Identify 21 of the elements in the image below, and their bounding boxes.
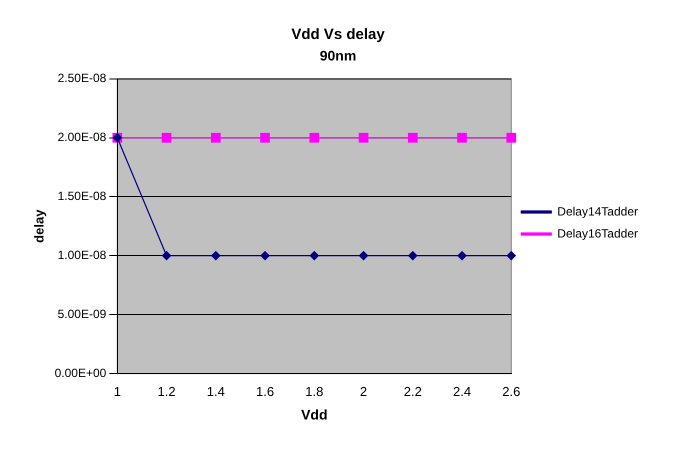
x-tick-label: 1.6	[256, 384, 274, 399]
x-tick-label: 1.2	[158, 384, 176, 399]
chart-subtitle: 90nm	[320, 47, 356, 64]
legend-label: Delay16Tadder	[557, 226, 638, 240]
x-tick-label: 2.6	[502, 384, 520, 399]
y-tick-label: 2.50E-08	[58, 71, 107, 86]
x-tick-label: 1.4	[206, 384, 225, 399]
x-axis-title: Vdd	[301, 406, 328, 422]
x-tick-label: 1	[114, 384, 121, 399]
y-tick-label: 1.50E-08	[58, 189, 107, 204]
y-tick-label: 0.00E+00	[54, 366, 107, 380]
y-tick-label: 1.00E-08	[58, 248, 107, 262]
x-tick-label: 1.8	[305, 384, 324, 399]
y-tick-label: 2.00E-08	[58, 130, 107, 144]
chart-title: Vdd Vs delay	[291, 26, 386, 44]
x-tick-label: 2.4	[452, 384, 472, 399]
y-axis-title: delay	[31, 208, 46, 243]
x-tick-label: 2	[360, 384, 368, 399]
x-tick-label: 2.2	[404, 384, 422, 399]
legend-label: Delay14Tadder	[557, 204, 638, 218]
y-tick-label: 5.00E-09	[58, 306, 107, 321]
